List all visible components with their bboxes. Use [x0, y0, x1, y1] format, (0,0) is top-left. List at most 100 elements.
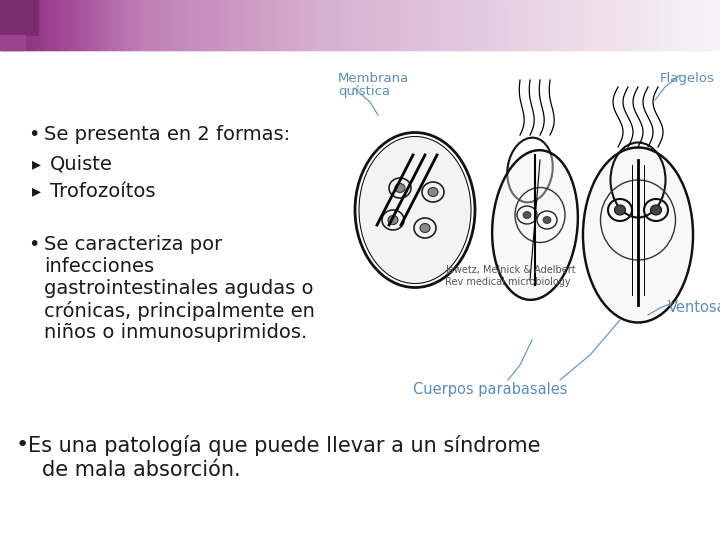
Bar: [66, 0, 69, 50]
Bar: [40, 0, 42, 50]
Bar: [114, 0, 116, 50]
Bar: [92, 0, 94, 50]
Bar: [621, 0, 624, 50]
Bar: [450, 0, 453, 50]
Bar: [329, 0, 332, 50]
Bar: [522, 0, 525, 50]
Bar: [385, 0, 388, 50]
Bar: [577, 0, 580, 50]
Bar: [426, 0, 429, 50]
Bar: [202, 0, 204, 50]
Bar: [16, 0, 19, 50]
Bar: [97, 0, 100, 50]
Bar: [342, 0, 345, 50]
Bar: [252, 0, 255, 50]
Bar: [95, 0, 98, 50]
Bar: [380, 0, 382, 50]
Bar: [0, 35, 25, 50]
Bar: [160, 0, 163, 50]
Bar: [517, 0, 519, 50]
Bar: [308, 0, 310, 50]
Bar: [85, 0, 87, 50]
Bar: [140, 0, 143, 50]
Bar: [270, 0, 273, 50]
Bar: [666, 0, 669, 50]
Ellipse shape: [360, 138, 470, 282]
Bar: [527, 0, 530, 50]
Bar: [539, 0, 541, 50]
Bar: [683, 0, 685, 50]
Ellipse shape: [428, 187, 438, 197]
Bar: [320, 0, 323, 50]
Bar: [533, 0, 536, 50]
Bar: [695, 0, 698, 50]
Bar: [169, 0, 172, 50]
Bar: [58, 0, 60, 50]
Bar: [132, 0, 134, 50]
Bar: [661, 0, 663, 50]
Bar: [265, 0, 267, 50]
Bar: [94, 0, 96, 50]
Bar: [138, 0, 141, 50]
Bar: [241, 0, 244, 50]
Bar: [295, 0, 298, 50]
Bar: [222, 0, 224, 50]
Bar: [78, 0, 80, 50]
Bar: [196, 0, 199, 50]
Bar: [73, 0, 76, 50]
Bar: [29, 0, 32, 50]
Text: niños o inmunosuprimidos.: niños o inmunosuprimidos.: [44, 323, 307, 342]
Bar: [173, 0, 176, 50]
Ellipse shape: [420, 224, 430, 233]
Bar: [207, 0, 210, 50]
Bar: [119, 0, 122, 50]
Bar: [319, 0, 321, 50]
Bar: [145, 0, 148, 50]
Bar: [89, 0, 91, 50]
Bar: [107, 0, 109, 50]
Bar: [475, 0, 478, 50]
Ellipse shape: [395, 184, 405, 192]
Bar: [409, 0, 411, 50]
Bar: [63, 0, 66, 50]
Text: ▸: ▸: [32, 182, 41, 200]
Bar: [594, 0, 597, 50]
Text: Jawetz, Melnick & Adelbert
Rev medical microbiology: Jawetz, Melnick & Adelbert Rev medical m…: [445, 265, 575, 287]
Bar: [477, 0, 480, 50]
Bar: [553, 0, 555, 50]
Bar: [142, 0, 145, 50]
Bar: [229, 0, 231, 50]
Bar: [236, 0, 238, 50]
Bar: [216, 0, 219, 50]
Bar: [571, 0, 573, 50]
Bar: [49, 0, 51, 50]
Bar: [493, 0, 496, 50]
Bar: [688, 0, 690, 50]
Bar: [438, 0, 440, 50]
Bar: [649, 0, 652, 50]
Ellipse shape: [388, 215, 398, 225]
Bar: [171, 0, 174, 50]
Text: de mala absorción.: de mala absorción.: [42, 460, 240, 480]
Bar: [551, 0, 554, 50]
Bar: [641, 0, 644, 50]
Bar: [0, 0, 38, 35]
Text: Flagelos: Flagelos: [660, 72, 715, 85]
Bar: [479, 0, 482, 50]
Bar: [703, 0, 706, 50]
Bar: [304, 0, 307, 50]
Bar: [488, 0, 490, 50]
Bar: [71, 0, 73, 50]
Bar: [421, 0, 424, 50]
Bar: [702, 0, 705, 50]
Bar: [1, 0, 4, 50]
Bar: [452, 0, 454, 50]
Bar: [310, 0, 312, 50]
Bar: [115, 0, 118, 50]
Bar: [209, 0, 212, 50]
Bar: [711, 0, 714, 50]
Bar: [72, 0, 75, 50]
Bar: [632, 0, 634, 50]
Bar: [258, 0, 260, 50]
Bar: [606, 0, 609, 50]
